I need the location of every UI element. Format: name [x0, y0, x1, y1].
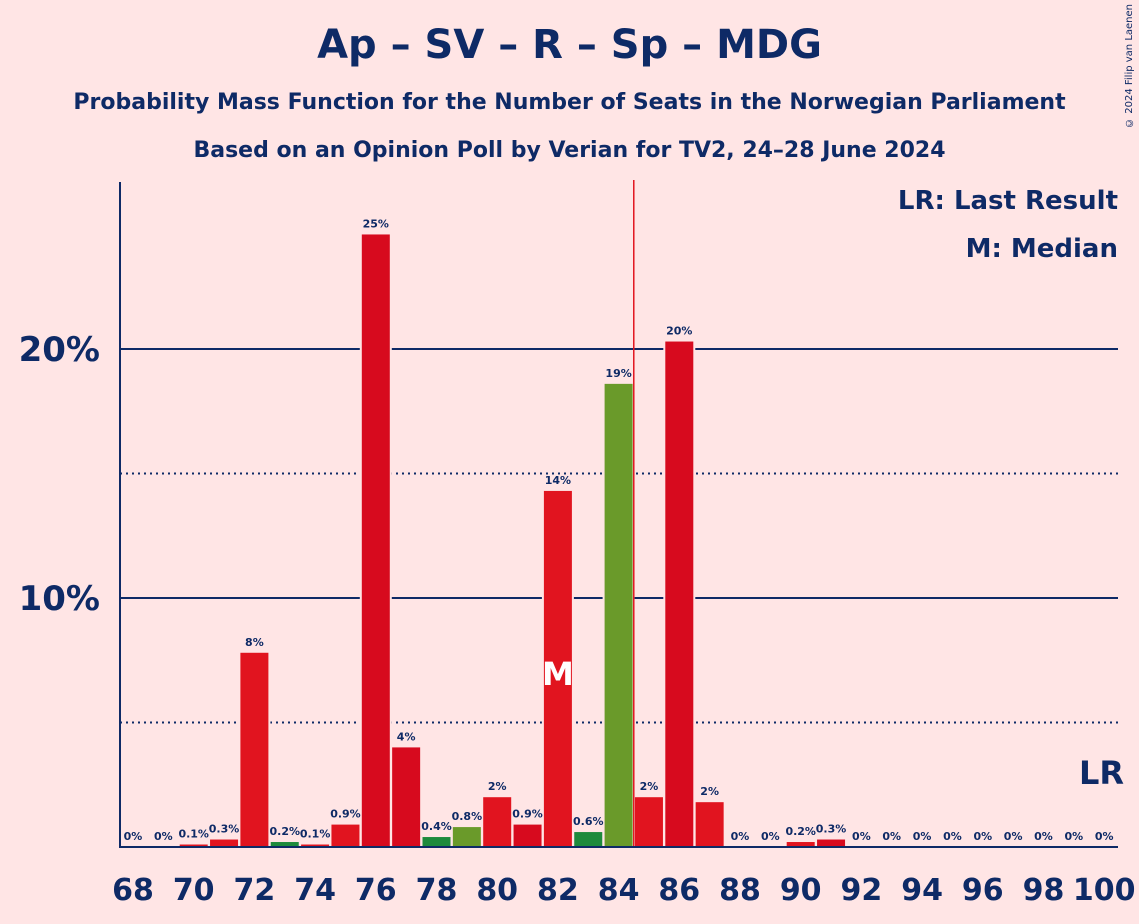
bar-value-label: 0.9% [330, 808, 361, 821]
last-result-marker: LR [1079, 754, 1124, 792]
median-marker: M [542, 655, 574, 693]
bar-value-label: 14% [545, 474, 571, 487]
x-tick-label: 96 [962, 873, 1004, 908]
x-tick-label: 80 [476, 873, 518, 908]
bar [543, 490, 572, 847]
x-tick-label: 70 [173, 873, 215, 908]
bar [817, 839, 846, 847]
bar [604, 383, 633, 847]
bar-value-label: 0.3% [209, 823, 240, 836]
bar [361, 234, 390, 847]
bar-value-label: 0.2% [269, 825, 300, 838]
bar-value-label: 0% [1095, 830, 1114, 843]
bar-value-label: 0% [852, 830, 871, 843]
bar-value-label: 0.4% [421, 820, 452, 833]
bar-value-label: 0.3% [816, 823, 847, 836]
x-tick-label: 90 [780, 873, 822, 908]
bar [786, 842, 815, 847]
bar [179, 844, 208, 847]
bar-value-label: 0.1% [300, 828, 331, 841]
x-tick-label: 82 [537, 873, 579, 908]
bar-value-label: 4% [397, 730, 416, 743]
bar-value-label: 25% [363, 217, 389, 230]
bar-value-label: 2% [640, 780, 659, 793]
x-tick-label: 92 [841, 873, 883, 908]
chart-title: Ap – SV – R – Sp – MDG [317, 22, 822, 68]
bar-value-label: 0% [882, 830, 901, 843]
x-tick-label: 94 [901, 873, 943, 908]
chart-subtitle-source: Based on an Opinion Poll by Verian for T… [193, 138, 946, 163]
bar-value-label: 0% [1065, 830, 1084, 843]
x-tick-label: 98 [1023, 873, 1065, 908]
bar-value-label: 0% [154, 830, 173, 843]
bar-value-label: 0% [973, 830, 992, 843]
bar-value-label: 0% [124, 830, 143, 843]
bar [210, 839, 239, 847]
bar [392, 747, 421, 847]
bar [574, 832, 603, 847]
bar [301, 844, 330, 847]
bar [240, 652, 269, 847]
bar [634, 797, 663, 847]
y-tick-label: 20% [19, 330, 100, 370]
bar [452, 827, 481, 847]
legend-median: M: Median [966, 234, 1118, 264]
x-tick-label: 78 [416, 873, 458, 908]
bar [695, 802, 724, 847]
x-tick-label: 86 [658, 873, 700, 908]
bar-value-label: 0.6% [573, 815, 604, 828]
bar [331, 824, 360, 847]
bar-value-label: 0% [761, 830, 780, 843]
bar [665, 341, 694, 847]
chart-subtitle: Probability Mass Function for the Number… [73, 90, 1066, 115]
bar-value-label: 0% [1004, 830, 1023, 843]
bar-value-label: 0.8% [452, 810, 483, 823]
x-tick-label: 72 [234, 873, 276, 908]
x-tick-label: 88 [719, 873, 761, 908]
bar [483, 797, 512, 847]
bar [513, 824, 542, 847]
bar-value-label: 20% [666, 325, 692, 338]
bar-value-label: 0% [913, 830, 932, 843]
bar-value-label: 0% [1034, 830, 1053, 843]
bar-value-label: 0.1% [178, 828, 209, 841]
x-tick-label: 100 [1073, 873, 1136, 908]
x-tick-label: 84 [598, 873, 640, 908]
bar-value-label: 0% [943, 830, 962, 843]
bar [422, 837, 451, 847]
bar-value-label: 2% [700, 785, 719, 798]
bar-value-label: 0% [731, 830, 750, 843]
bar-value-label: 0.2% [785, 825, 816, 838]
x-tick-label: 74 [294, 873, 336, 908]
bar-value-label: 8% [245, 636, 264, 649]
bar [270, 842, 299, 847]
x-tick-label: 68 [112, 873, 154, 908]
legend-last-result: LR: Last Result [898, 186, 1118, 216]
bar-value-label: 0.9% [512, 808, 543, 821]
bar-value-label: 19% [605, 367, 631, 380]
y-tick-label: 10% [19, 579, 100, 619]
x-tick-label: 76 [355, 873, 397, 908]
bar-value-label: 2% [488, 780, 507, 793]
